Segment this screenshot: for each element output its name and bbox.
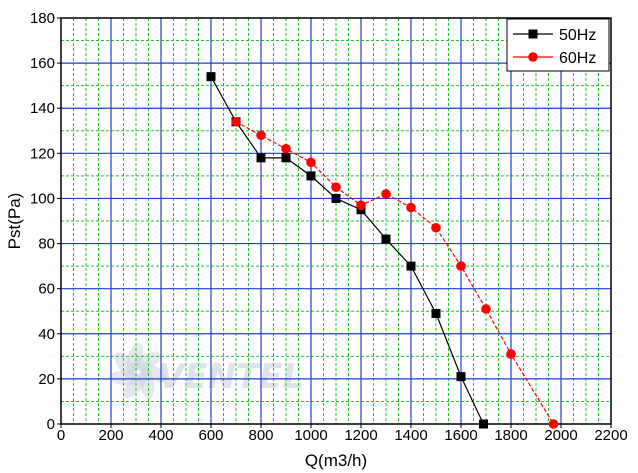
series-60hz [231, 116, 559, 429]
data-point [456, 261, 466, 271]
y-tick-label: 20 [38, 371, 55, 388]
data-point [406, 202, 416, 213]
y-tick-label: 0 [47, 416, 55, 433]
legend-entry: 60Hz [513, 50, 596, 67]
watermark-fan-blade [109, 370, 142, 386]
legend-label: 50Hz [559, 27, 596, 44]
x-axis-label: Q(m3/h) [305, 451, 367, 470]
data-point [479, 419, 488, 429]
x-tick-label: 2000 [544, 427, 577, 444]
y-tick-label: 120 [30, 145, 55, 162]
watermark-fan-blade [137, 361, 167, 383]
y-tick-label: 140 [30, 100, 55, 117]
series-line [210, 76, 485, 425]
data-point [506, 349, 516, 359]
x-tick-label: 1800 [494, 427, 527, 444]
legend-entry: 50Hz [513, 27, 596, 44]
y-tick-label: 40 [38, 326, 55, 343]
x-tick-label: 200 [98, 427, 123, 444]
y-tick-label: 100 [30, 190, 55, 207]
data-point [456, 372, 466, 382]
data-point [256, 130, 266, 141]
watermark: VENTEL [109, 342, 304, 399]
x-tick-label: 2200 [594, 427, 627, 444]
data-point [306, 157, 316, 168]
watermark-fan-blade [126, 342, 144, 374]
x-tick-label: 0 [57, 427, 65, 444]
data-point [381, 234, 391, 244]
data-point [548, 419, 559, 429]
data-point [306, 171, 316, 181]
data-point [281, 153, 291, 163]
data-point [431, 222, 441, 233]
x-tick-label: 600 [198, 427, 223, 444]
data-point [331, 182, 341, 192]
y-tick-label: 80 [38, 236, 55, 253]
x-tick-label: 400 [148, 427, 173, 444]
grid [61, 18, 611, 424]
data-point [381, 189, 391, 199]
data-point [231, 116, 241, 127]
watermark-fan-blade [131, 352, 162, 370]
legend-label: 60Hz [559, 50, 596, 67]
legend-marker [528, 29, 538, 39]
legend: 50Hz 60Hz [506, 18, 610, 72]
series-50hz [206, 72, 488, 429]
watermark-fan-blade [139, 367, 155, 399]
data-point [356, 200, 366, 211]
data-point [481, 304, 491, 314]
data-point [206, 72, 216, 82]
tick-labels: 0 200 400 600 800 1000 1200 1400 1600 1800 2000 220… [30, 10, 628, 444]
data-point [256, 153, 266, 163]
x-tick-label: 1400 [394, 427, 427, 444]
data-point [431, 308, 441, 318]
data-point [331, 193, 341, 203]
plot-border [60, 17, 612, 425]
x-tick-label: 1600 [444, 427, 477, 444]
legend-marker [528, 52, 538, 62]
x-tick-label: 1000 [294, 427, 327, 444]
data-point [406, 261, 416, 271]
y-tick-label: 60 [38, 281, 55, 298]
series [206, 72, 559, 429]
data-point [281, 144, 291, 154]
x-tick-label: 1200 [344, 427, 377, 444]
plot-frame [60, 17, 612, 425]
legend-box [506, 18, 610, 72]
watermark-fan-blade [114, 352, 137, 380]
y-tick-label: 160 [30, 55, 55, 72]
y-tick-label: 180 [30, 10, 55, 27]
x-tick-label: 800 [248, 427, 273, 444]
y-axis-label: Pst(Pa) [5, 193, 24, 250]
watermark-text: VENTEL [158, 357, 304, 397]
